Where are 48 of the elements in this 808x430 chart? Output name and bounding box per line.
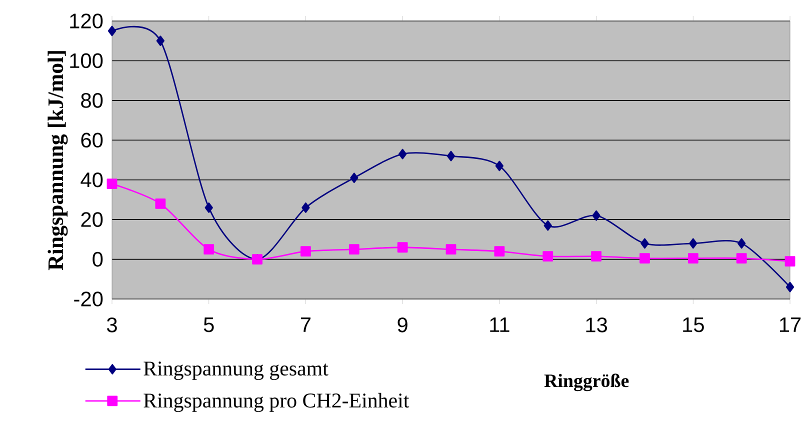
- point: [495, 160, 504, 172]
- point: [156, 36, 165, 46]
- point: [689, 238, 698, 249]
- point: [302, 202, 310, 213]
- point: [106, 178, 118, 190]
- point: [446, 150, 456, 162]
- y-tick-label: 20: [81, 212, 103, 227]
- point: [542, 251, 554, 262]
- point: [446, 244, 456, 255]
- point: [397, 242, 408, 253]
- x-tick-label: 5: [204, 318, 214, 332]
- point: [300, 246, 311, 257]
- point: [348, 244, 360, 255]
- x-tick-label: 17: [780, 318, 801, 332]
- point: [688, 253, 698, 264]
- point: [155, 198, 166, 209]
- y-axis-title: Ringspannung [kJ/mol]: [48, 51, 68, 270]
- point: [591, 251, 602, 262]
- legend-label: Ringspannung pro CH2-Einheit: [144, 392, 410, 412]
- point: [736, 253, 747, 264]
- point: [494, 246, 505, 257]
- point: [640, 238, 649, 249]
- x-tick-label: 13: [586, 318, 608, 332]
- y-tick-label: 40: [80, 172, 103, 188]
- point: [350, 172, 358, 184]
- point: [592, 210, 600, 221]
- point: [204, 202, 213, 213]
- y-tick-label: 80: [81, 93, 103, 108]
- y-tick-label: 60: [81, 132, 103, 148]
- point: [784, 256, 796, 266]
- point: [204, 244, 214, 255]
- point: [544, 220, 552, 231]
- y-tick-label: 120: [70, 14, 103, 28]
- y-tick-label: 0: [92, 252, 103, 267]
- x-axis-title: Ringgröße: [544, 374, 629, 392]
- legend-label: Ringspannung gesamt: [144, 362, 328, 380]
- x-tick-label: 9: [398, 318, 408, 332]
- x-tick-label: 15: [683, 318, 704, 332]
- x-tick-label: 7: [300, 318, 310, 332]
- y-tick-label: 100: [70, 53, 103, 68]
- point: [738, 238, 746, 249]
- point: [640, 253, 650, 264]
- point: [108, 26, 116, 36]
- x-tick-label: 11: [490, 318, 510, 332]
- y-tick-label: -20: [74, 292, 103, 306]
- point: [786, 282, 794, 292]
- point: [398, 148, 407, 160]
- x-tick-label: 3: [106, 318, 117, 332]
